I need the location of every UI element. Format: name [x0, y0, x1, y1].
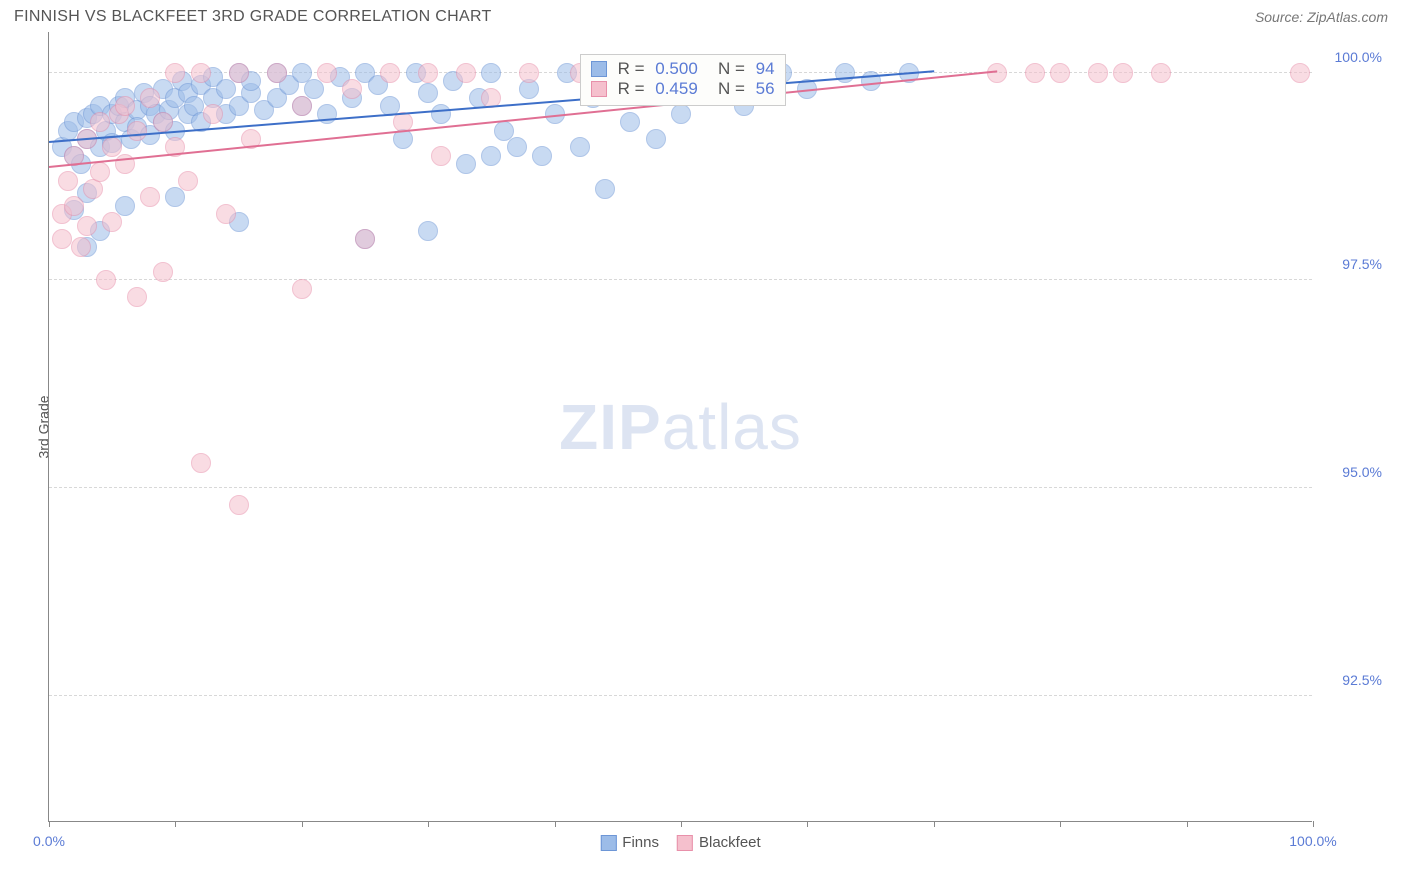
x-tick: [175, 821, 176, 827]
scatter-point: [90, 112, 110, 132]
scatter-point: [1151, 63, 1171, 83]
gridline-h: [49, 279, 1312, 280]
scatter-point: [620, 112, 640, 132]
legend-swatch: [600, 835, 616, 851]
scatter-point: [191, 453, 211, 473]
scatter-point: [481, 63, 501, 83]
x-tick-label-right: 100.0%: [1289, 833, 1336, 849]
x-tick: [49, 821, 50, 827]
scatter-point: [355, 229, 375, 249]
scatter-point: [127, 287, 147, 307]
gridline-h: [49, 695, 1312, 696]
series-legend: Finns Blackfeet: [600, 834, 760, 851]
scatter-point: [216, 204, 236, 224]
scatter-point: [58, 171, 78, 191]
scatter-point: [140, 88, 160, 108]
scatter-point: [431, 146, 451, 166]
scatter-point: [317, 63, 337, 83]
scatter-point: [115, 196, 135, 216]
scatter-point: [267, 63, 287, 83]
stats-row: R = 0.500 N = 94: [591, 59, 775, 79]
scatter-point: [1290, 63, 1310, 83]
scatter-point: [418, 83, 438, 103]
scatter-point: [519, 63, 539, 83]
scatter-point: [165, 187, 185, 207]
scatter-point: [229, 63, 249, 83]
scatter-point: [456, 154, 476, 174]
scatter-point: [418, 63, 438, 83]
scatter-point: [431, 104, 451, 124]
x-tick: [1313, 821, 1314, 827]
scatter-point: [90, 162, 110, 182]
scatter-point: [456, 63, 476, 83]
scatter-point: [140, 187, 160, 207]
legend-label: Blackfeet: [699, 834, 761, 851]
y-tick-label: 95.0%: [1322, 464, 1382, 480]
x-tick: [934, 821, 935, 827]
chart-source: Source: ZipAtlas.com: [1255, 9, 1388, 25]
scatter-point: [1088, 63, 1108, 83]
legend-swatch: [591, 81, 607, 97]
scatter-plot: ZIPatlas 92.5%95.0%97.5%100.0%0.0%100.0%…: [48, 32, 1312, 822]
scatter-point: [127, 121, 147, 141]
x-tick: [302, 821, 303, 827]
scatter-point: [1025, 63, 1045, 83]
legend-item: Finns: [600, 834, 659, 851]
x-tick: [807, 821, 808, 827]
chart-title: FINNISH VS BLACKFEET 3RD GRADE CORRELATI…: [14, 8, 492, 26]
legend-item: Blackfeet: [677, 834, 761, 851]
legend-swatch: [591, 61, 607, 77]
stats-box: R = 0.500 N = 94 R = 0.459 N = 56: [580, 54, 786, 106]
x-tick: [428, 821, 429, 827]
x-tick: [1187, 821, 1188, 827]
scatter-point: [203, 104, 223, 124]
scatter-point: [595, 179, 615, 199]
scatter-point: [304, 79, 324, 99]
x-tick: [1060, 821, 1061, 827]
x-tick: [555, 821, 556, 827]
scatter-point: [64, 196, 84, 216]
scatter-point: [646, 129, 666, 149]
scatter-point: [71, 237, 91, 257]
scatter-point: [570, 137, 590, 157]
y-tick-label: 97.5%: [1322, 256, 1382, 272]
scatter-point: [96, 270, 116, 290]
scatter-point: [153, 112, 173, 132]
scatter-point: [77, 216, 97, 236]
scatter-point: [191, 63, 211, 83]
scatter-point: [292, 279, 312, 299]
scatter-point: [507, 137, 527, 157]
scatter-point: [380, 63, 400, 83]
scatter-point: [418, 221, 438, 241]
scatter-point: [52, 229, 72, 249]
y-tick-label: 92.5%: [1322, 672, 1382, 688]
legend-label: Finns: [622, 834, 659, 851]
scatter-point: [1050, 63, 1070, 83]
scatter-point: [481, 146, 501, 166]
y-tick-label: 100.0%: [1322, 49, 1382, 65]
gridline-h: [49, 487, 1312, 488]
scatter-point: [165, 63, 185, 83]
stats-row: R = 0.459 N = 56: [591, 79, 775, 99]
x-tick-label-left: 0.0%: [33, 833, 65, 849]
watermark: ZIPatlas: [559, 390, 802, 464]
scatter-point: [532, 146, 552, 166]
scatter-point: [229, 495, 249, 515]
scatter-point: [342, 79, 362, 99]
scatter-point: [102, 212, 122, 232]
legend-swatch: [677, 835, 693, 851]
scatter-point: [671, 104, 691, 124]
x-tick: [681, 821, 682, 827]
scatter-point: [292, 96, 312, 116]
scatter-point: [178, 171, 198, 191]
scatter-point: [115, 96, 135, 116]
scatter-point: [153, 262, 173, 282]
scatter-point: [1113, 63, 1133, 83]
